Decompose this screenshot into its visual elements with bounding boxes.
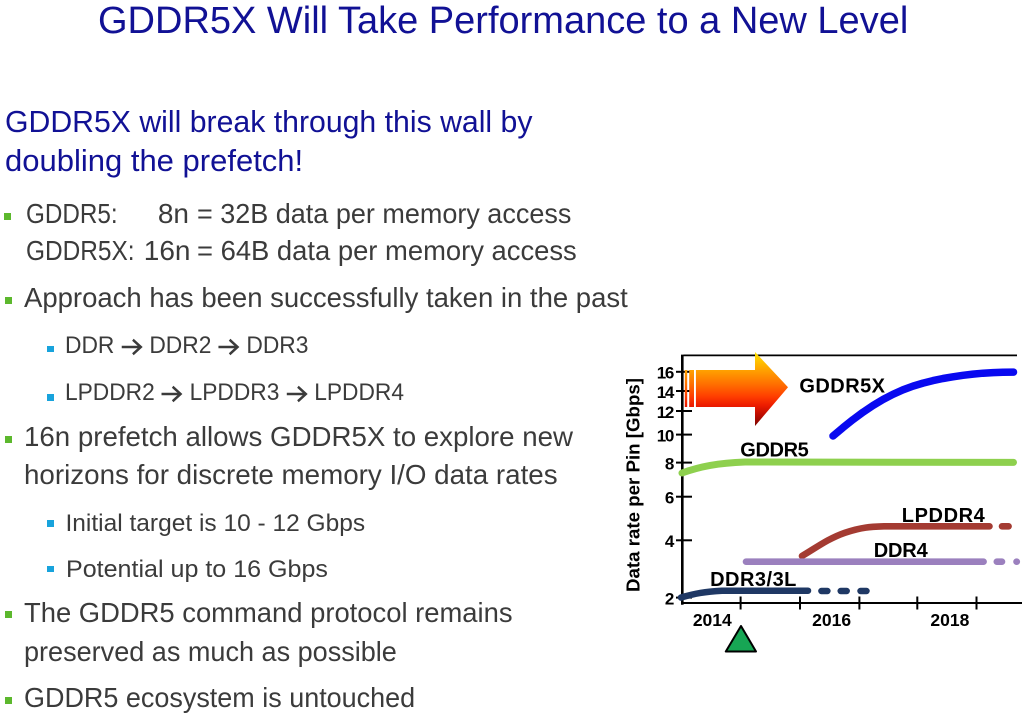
svg-text:4: 4: [665, 532, 675, 551]
svg-text:DDR3/3L: DDR3/3L: [710, 569, 796, 591]
svg-text:8: 8: [665, 455, 674, 474]
svg-text:16: 16: [657, 363, 675, 382]
svg-text:DDR4: DDR4: [874, 540, 929, 562]
svg-text:2018: 2018: [930, 610, 969, 630]
svg-text:10: 10: [657, 426, 675, 445]
svg-text:Data rate per Pin [Gbps]: Data rate per Pin [Gbps]: [624, 378, 644, 592]
svg-text:6: 6: [665, 489, 674, 508]
svg-text:12: 12: [657, 403, 675, 422]
svg-text:14: 14: [657, 383, 675, 402]
svg-text:GDDR5X: GDDR5X: [799, 376, 885, 398]
svg-text:2014: 2014: [693, 610, 732, 630]
svg-text:GDDR5: GDDR5: [740, 440, 809, 462]
svg-text:LPDDR4: LPDDR4: [902, 505, 986, 527]
svg-text:2: 2: [665, 589, 674, 608]
svg-text:2016: 2016: [812, 610, 851, 630]
